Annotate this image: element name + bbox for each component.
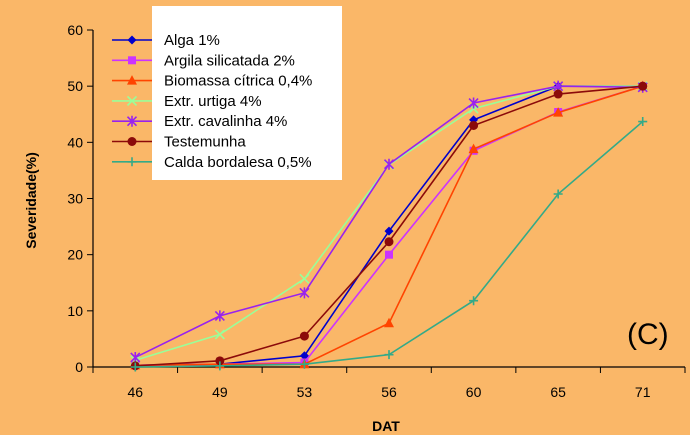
data-point xyxy=(469,296,479,306)
data-point xyxy=(553,107,564,117)
legend-marker xyxy=(126,115,138,127)
y-axis-title: Severidade(%) xyxy=(23,152,39,248)
data-point xyxy=(383,158,395,170)
x-tick-label: 56 xyxy=(381,384,397,400)
y-tick-label: 0 xyxy=(75,359,83,375)
data-point xyxy=(384,317,394,328)
data-point xyxy=(638,81,648,91)
x-tick-label: 65 xyxy=(550,384,566,400)
x-tick-label: 46 xyxy=(127,384,143,400)
panel-label: (C) xyxy=(627,318,669,351)
data-point xyxy=(299,351,309,361)
legend-item: Calda bordalesa 0,5% xyxy=(112,154,312,171)
data-point xyxy=(553,89,563,99)
legend-item: Argila silicatada 2% xyxy=(112,52,295,69)
data-point xyxy=(130,351,141,363)
legend-label: Extr. urtiga 4% xyxy=(164,93,262,110)
data-point xyxy=(468,97,479,109)
legend-marker xyxy=(127,75,137,85)
series-5 xyxy=(130,81,648,371)
data-point xyxy=(299,331,309,341)
y-tick-label: 60 xyxy=(67,22,83,38)
data-point xyxy=(384,226,394,236)
y-tick-label: 40 xyxy=(67,134,83,150)
data-point xyxy=(299,359,309,369)
legend: Alga 1% Argila silicatada 2% Biomassa cítr… xyxy=(112,6,342,180)
legend-marker xyxy=(127,157,137,167)
legend-item: Extr. urtiga 4% xyxy=(112,93,262,110)
legend-label: Biomassa cítrica 0,4% xyxy=(164,73,312,90)
data-point xyxy=(638,117,648,127)
legend-label: Testemunha xyxy=(164,134,246,151)
x-tick-label: 49 xyxy=(212,384,228,400)
data-point xyxy=(299,287,310,299)
legend-item: Biomassa cítrica 0,4% xyxy=(112,73,312,90)
data-point xyxy=(553,189,563,199)
legend-marker xyxy=(128,56,136,65)
data-point xyxy=(468,143,479,154)
legend-label: Argila silicatada 2% xyxy=(164,52,295,69)
data-point xyxy=(469,120,479,130)
legend-item: Testemunha xyxy=(112,134,246,151)
legend-marker xyxy=(127,137,137,146)
data-point xyxy=(130,362,140,372)
legend-marker xyxy=(127,35,137,45)
data-point xyxy=(214,310,225,322)
legend-item: Alga 1% xyxy=(112,32,220,49)
data-point xyxy=(385,250,393,259)
data-point xyxy=(299,273,310,284)
x-tick-label: 71 xyxy=(635,384,651,400)
data-point xyxy=(214,329,225,340)
legend-box xyxy=(152,6,342,180)
y-tick-label: 10 xyxy=(67,303,83,319)
data-point xyxy=(384,237,394,247)
legend-marker xyxy=(126,95,138,106)
x-tick-label: 53 xyxy=(297,384,313,400)
x-tick-label: 60 xyxy=(466,384,482,400)
series-6 xyxy=(130,117,648,372)
data-point xyxy=(215,361,225,371)
y-tick-label: 30 xyxy=(67,191,83,207)
legend-label: Extr. cavalinha 4% xyxy=(164,113,287,130)
y-tick-label: 20 xyxy=(67,247,83,263)
x-axis-title: DAT xyxy=(372,418,400,434)
y-tick-label: 50 xyxy=(67,78,83,94)
data-point xyxy=(384,350,394,360)
legend-label: Calda bordalesa 0,5% xyxy=(164,154,312,171)
data-point xyxy=(215,356,225,366)
legend-item: Extr. cavalinha 4% xyxy=(112,113,287,130)
legend-label: Alga 1% xyxy=(164,32,220,49)
